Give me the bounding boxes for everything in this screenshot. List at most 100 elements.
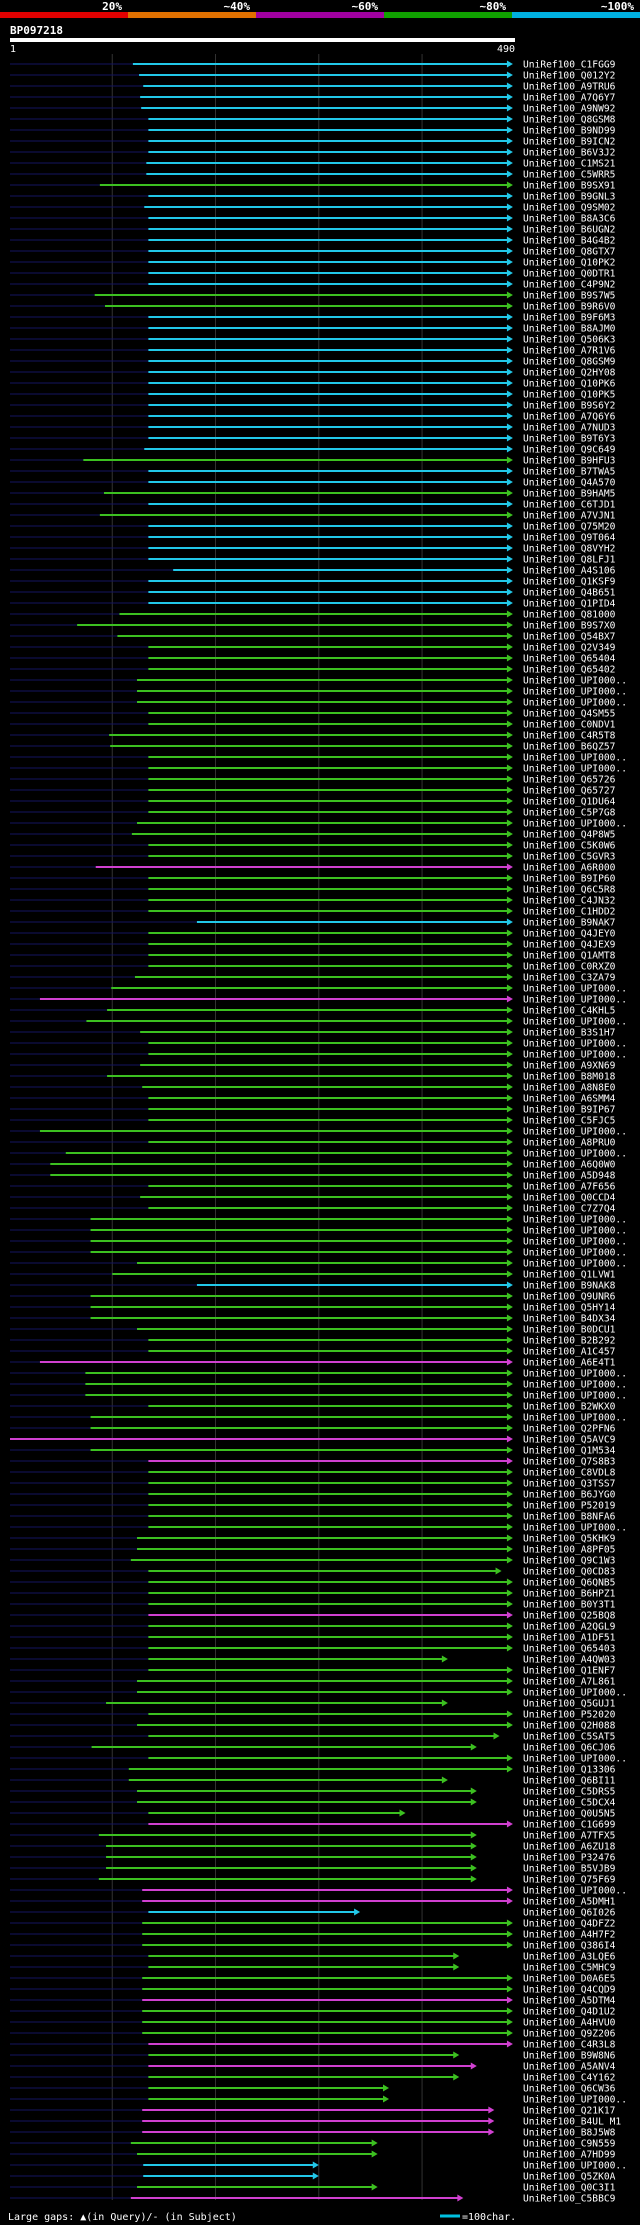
hit-label[interactable]: UniRef100_UPI000.. xyxy=(523,1017,627,1028)
hit-label[interactable]: UniRef100_Q3TSS7 xyxy=(523,1479,616,1490)
hit-label[interactable]: UniRef100_UPI000.. xyxy=(523,1149,627,1160)
hit-label[interactable]: UniRef100_Q1PID4 xyxy=(523,599,616,610)
hit-label[interactable]: UniRef100_Q5GUJ1 xyxy=(523,1699,616,1710)
hit-label[interactable]: UniRef100_A6R000 xyxy=(523,863,616,874)
hit-label[interactable]: UniRef100_B9ND99 xyxy=(523,126,616,137)
hit-label[interactable]: UniRef100_C3ZA79 xyxy=(523,973,616,984)
hit-label[interactable]: UniRef100_Q8GTX7 xyxy=(523,247,616,258)
hit-label[interactable]: UniRef100_A6SMM4 xyxy=(523,1094,616,1105)
hit-label[interactable]: UniRef100_B9S6Y2 xyxy=(523,401,615,412)
hit-label[interactable]: UniRef100_UPI000.. xyxy=(523,1369,627,1380)
hit-label[interactable]: UniRef100_A9XN69 xyxy=(523,1061,616,1072)
hit-label[interactable]: UniRef100_Q75F69 xyxy=(523,1875,616,1886)
hit-label[interactable]: UniRef100_A7HD99 xyxy=(523,2150,616,2161)
hit-label[interactable]: UniRef100_Q9C1W3 xyxy=(523,1556,616,1567)
hit-label[interactable]: UniRef100_A8PF05 xyxy=(523,1545,615,1556)
hit-label[interactable]: UniRef100_A8PRU0 xyxy=(523,1138,616,1149)
hit-label[interactable]: UniRef100_C5BBC9 xyxy=(523,2194,616,2205)
hit-label[interactable]: UniRef100_UPI000.. xyxy=(523,1523,627,1534)
hit-label[interactable]: UniRef100_UPI000.. xyxy=(523,995,627,1006)
hit-label[interactable]: UniRef100_A5ANV4 xyxy=(523,2062,616,2073)
hit-label[interactable]: UniRef100_Q4A570 xyxy=(523,478,616,489)
hit-label[interactable]: UniRef100_C4R5T8 xyxy=(523,731,616,742)
hit-label[interactable]: UniRef100_UPI000.. xyxy=(523,1237,627,1248)
hit-label[interactable]: UniRef100_A7L861 xyxy=(523,1677,616,1688)
hit-label[interactable]: UniRef100_B6V3J2 xyxy=(523,148,615,159)
hit-label[interactable]: UniRef100_A7TFX5 xyxy=(523,1831,615,1842)
hit-label[interactable]: UniRef100_Q5AVC9 xyxy=(523,1435,616,1446)
hit-label[interactable]: UniRef100_C0NDV1 xyxy=(523,720,616,731)
hit-label[interactable]: UniRef100_UPI000.. xyxy=(523,1050,627,1061)
hit-label[interactable]: UniRef100_UPI000.. xyxy=(523,1226,627,1237)
hit-label[interactable]: UniRef100_UPI000.. xyxy=(523,2095,627,2106)
hit-label[interactable]: UniRef100_Q0C3I1 xyxy=(523,2183,616,2194)
hit-label[interactable]: UniRef100_Q1KSF9 xyxy=(523,577,616,588)
hit-label[interactable]: UniRef100_C4P9N2 xyxy=(523,280,615,291)
hit-label[interactable]: UniRef100_Q0CD83 xyxy=(523,1567,616,1578)
hit-label[interactable]: UniRef100_Q8GSM9 xyxy=(523,357,616,368)
hit-label[interactable]: UniRef100_UPI000.. xyxy=(523,1391,627,1402)
hit-label[interactable]: UniRef100_Q6C5R8 xyxy=(523,885,616,896)
hit-label[interactable]: UniRef100_A6E4T1 xyxy=(523,1358,616,1369)
hit-label[interactable]: UniRef100_A7NUD3 xyxy=(523,423,616,434)
hit-label[interactable]: UniRef100_Q9UNR6 xyxy=(523,1292,616,1303)
hit-label[interactable]: UniRef100_P52020 xyxy=(523,1710,616,1721)
hit-label[interactable]: UniRef100_B9HAM5 xyxy=(523,489,615,500)
hit-label[interactable]: UniRef100_C5DCX4 xyxy=(523,1798,616,1809)
hit-label[interactable]: UniRef100_UPI000.. xyxy=(523,1688,627,1699)
hit-label[interactable]: UniRef100_C5DRS5 xyxy=(523,1787,615,1798)
hit-label[interactable]: UniRef100_A7VJN1 xyxy=(523,511,616,522)
hit-label[interactable]: UniRef100_UPI000.. xyxy=(523,1754,627,1765)
hit-label[interactable]: UniRef100_A7Q6Y6 xyxy=(523,412,616,423)
hit-label[interactable]: UniRef100_C4Y162 xyxy=(523,2073,615,2084)
hit-label[interactable]: UniRef100_Q10PK6 xyxy=(523,379,616,390)
hit-label[interactable]: UniRef100_P52019 xyxy=(523,1501,616,1512)
hit-label[interactable]: UniRef100_C4KHL5 xyxy=(523,1006,615,1017)
hit-label[interactable]: UniRef100_C5K0W6 xyxy=(523,841,616,852)
hit-label[interactable]: UniRef100_B9HFU3 xyxy=(523,456,616,467)
hit-label[interactable]: UniRef100_B2WKX0 xyxy=(523,1402,616,1413)
hit-label[interactable]: UniRef100_C1HDD2 xyxy=(523,907,615,918)
hit-label[interactable]: UniRef100_Q10PK5 xyxy=(523,390,615,401)
hit-label[interactable]: UniRef100_Q65403 xyxy=(523,1644,616,1655)
hit-label[interactable]: UniRef100_A1C457 xyxy=(523,1347,616,1358)
hit-label[interactable]: UniRef100_Q1DU64 xyxy=(523,797,616,808)
hit-label[interactable]: UniRef100_Q8LFJ1 xyxy=(523,555,616,566)
hit-label[interactable]: UniRef100_C1G699 xyxy=(523,1820,616,1831)
hit-label[interactable]: UniRef100_Q6CW36 xyxy=(523,2084,616,2095)
hit-label[interactable]: UniRef100_C0RXZ0 xyxy=(523,962,616,973)
hit-label[interactable]: UniRef100_A3LQE6 xyxy=(523,1952,616,1963)
hit-label[interactable]: UniRef100_D0A6E5 xyxy=(523,1974,615,1985)
hit-label[interactable]: UniRef100_B9S7X0 xyxy=(523,621,616,632)
hit-label[interactable]: UniRef100_C1FGG9 xyxy=(523,60,616,71)
hit-label[interactable]: UniRef100_B6QZ57 xyxy=(523,742,616,753)
hit-label[interactable]: UniRef100_B6UGN2 xyxy=(523,225,615,236)
hit-label[interactable]: UniRef100_A9NW92 xyxy=(523,104,615,115)
hit-label[interactable]: UniRef100_Q8VYH2 xyxy=(523,544,615,555)
hit-label[interactable]: UniRef100_UPI000.. xyxy=(523,753,627,764)
hit-label[interactable]: UniRef100_UPI000.. xyxy=(523,984,627,995)
hit-label[interactable]: UniRef100_Q21K17 xyxy=(523,2106,616,2117)
hit-label[interactable]: UniRef100_A1DF51 xyxy=(523,1633,616,1644)
hit-label[interactable]: UniRef100_Q4JEY0 xyxy=(523,929,616,940)
hit-label[interactable]: UniRef100_C4R3L8 xyxy=(523,2040,616,2051)
hit-label[interactable]: UniRef100_UPI000.. xyxy=(523,1127,627,1138)
hit-label[interactable]: UniRef100_Q6QNB5 xyxy=(523,1578,615,1589)
hit-label[interactable]: UniRef100_Q4P8W5 xyxy=(523,830,615,841)
hit-label[interactable]: UniRef100_C5MHC9 xyxy=(523,1963,616,1974)
hit-label[interactable]: UniRef100_UPI000.. xyxy=(523,676,627,687)
hit-label[interactable]: UniRef100_Q65727 xyxy=(523,786,616,797)
hit-label[interactable]: UniRef100_A6Q0W0 xyxy=(523,1160,616,1171)
hit-label[interactable]: UniRef100_Q8GSM8 xyxy=(523,115,616,126)
hit-label[interactable]: UniRef100_Q1LVW1 xyxy=(523,1270,616,1281)
hit-label[interactable]: UniRef100_B4UL M1 xyxy=(523,2117,621,2128)
hit-label[interactable]: UniRef100_C6TJD1 xyxy=(523,500,616,511)
hit-label[interactable]: UniRef100_Q0DTR1 xyxy=(523,269,616,280)
hit-label[interactable]: UniRef100_Q506K3 xyxy=(523,335,616,346)
hit-label[interactable]: UniRef100_UPI000.. xyxy=(523,1248,627,1259)
hit-label[interactable]: UniRef100_B8J5W8 xyxy=(523,2128,616,2139)
hit-label[interactable]: UniRef100_Q65726 xyxy=(523,775,616,786)
hit-label[interactable]: UniRef100_B8M018 xyxy=(523,1072,616,1083)
hit-label[interactable]: UniRef100_Q9SM02 xyxy=(523,203,615,214)
hit-label[interactable]: UniRef100_UPI000.. xyxy=(523,1886,627,1897)
